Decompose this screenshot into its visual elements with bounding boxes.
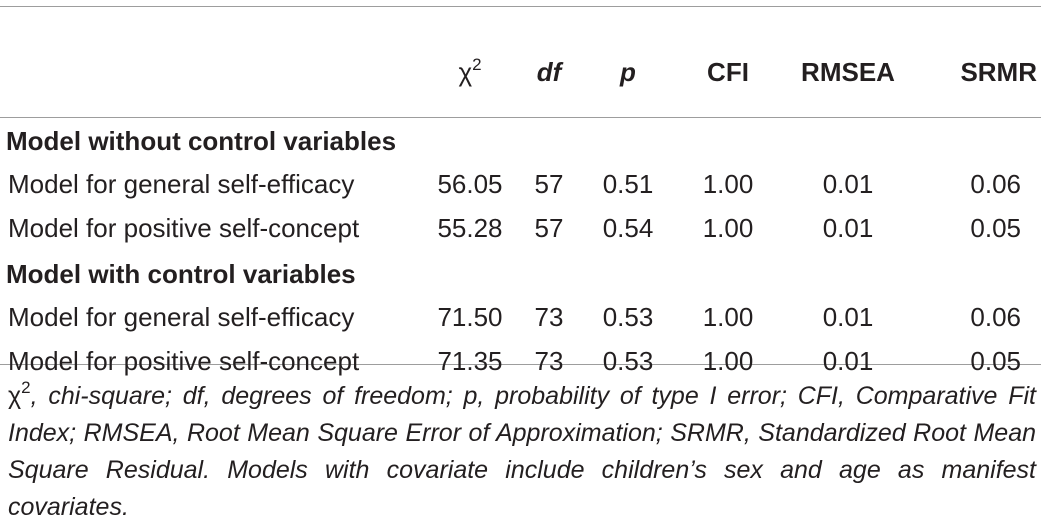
chi-square-value: 56.05 [437, 168, 503, 199]
p-value: 0.54 [602, 212, 654, 243]
header-df: df [536, 56, 562, 87]
chi-square-value: 71.35 [437, 345, 503, 376]
rmsea-value: 0.01 [822, 168, 874, 199]
header-rule [0, 117, 1041, 118]
table-top-rule [0, 6, 1041, 7]
cfi-value: 1.00 [702, 168, 754, 199]
cfi-value: 1.00 [702, 301, 754, 332]
srmr-value: 0.05 [970, 345, 1021, 376]
srmr-value: 0.05 [970, 212, 1021, 243]
fit-indices-table: χ2 df p CFI RMSEA SRMR Model without con… [0, 7, 1041, 383]
header-cfi: CFI [707, 56, 749, 87]
table-row: Model for general self-efficacy 71.50 73… [0, 295, 1041, 339]
chi-square-value: 55.28 [437, 212, 503, 243]
table-footnote: χ2, chi-square; df, degrees of freedom; … [8, 378, 1036, 526]
p-value: 0.53 [602, 301, 654, 332]
srmr-value: 0.06 [970, 301, 1021, 332]
header-label-cell [0, 7, 420, 117]
group-title: Model with control variables [6, 259, 356, 289]
df-value: 57 [534, 212, 564, 243]
table-row: Model for positive self-concept 71.35 73… [0, 339, 1041, 383]
df-value: 73 [534, 301, 564, 332]
chi-square-value: 71.50 [437, 301, 503, 332]
group-title: Model without control variables [6, 126, 397, 156]
footnote-chi-superscript: 2 [21, 378, 31, 397]
table-bottom-rule [0, 364, 1041, 365]
footnote-text: , chi-square; df, degrees of freedom; p,… [8, 382, 1036, 521]
p-value: 0.51 [602, 168, 654, 199]
rmsea-value: 0.01 [822, 345, 874, 376]
table-row: Model for general self-efficacy 56.05 57… [0, 162, 1041, 206]
rmsea-value: 0.01 [822, 212, 874, 243]
p-value: 0.53 [602, 345, 654, 376]
row-label: Model for positive self-concept [8, 345, 360, 376]
row-label: Model for positive self-concept [8, 212, 360, 243]
header-p: p [620, 56, 636, 87]
header-chi-square: χ2 [458, 54, 482, 87]
row-label: Model for general self-efficacy [8, 301, 355, 332]
header-rmsea: RMSEA [801, 56, 895, 87]
cfi-value: 1.00 [702, 345, 754, 376]
df-value: 57 [534, 168, 564, 199]
srmr-value: 0.06 [970, 168, 1021, 199]
df-value: 73 [534, 345, 564, 376]
rmsea-value: 0.01 [822, 301, 874, 332]
footnote-chi-symbol: χ [8, 382, 22, 410]
table-row: Model for positive self-concept 55.28 57… [0, 206, 1041, 250]
table-header-row: χ2 df p CFI RMSEA SRMR [0, 7, 1041, 117]
header-srmr: SRMR [960, 56, 1037, 87]
group-row-with-controls: Model with control variables [0, 250, 1041, 295]
group-row-without-controls: Model without control variables [0, 117, 1041, 162]
row-label: Model for general self-efficacy [8, 168, 355, 199]
cfi-value: 1.00 [702, 212, 754, 243]
